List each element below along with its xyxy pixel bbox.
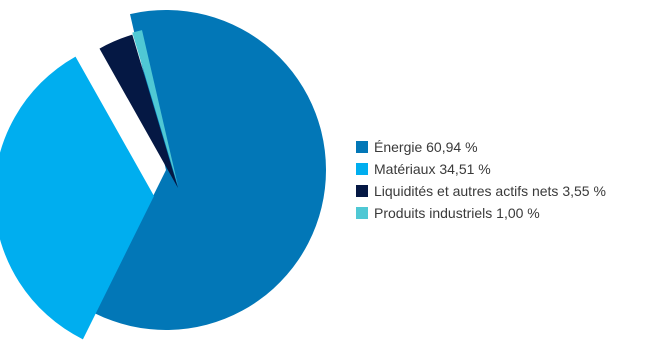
- legend-label-materiaux: Matériaux 34,51 %: [374, 161, 491, 177]
- legend-swatch-produits-industriels: [356, 207, 368, 219]
- pie-slice-liquidites: [99, 34, 178, 188]
- pie-slice-produits-industriels: [132, 30, 178, 186]
- legend-item-energie: Énergie 60,94 %: [356, 136, 606, 158]
- legend-swatch-energie: [356, 141, 368, 153]
- legend-swatch-liquidites: [356, 185, 368, 197]
- legend-item-materiaux: Matériaux 34,51 %: [356, 158, 606, 180]
- legend-item-produits-industriels: Produits industriels 1,00 %: [356, 202, 606, 224]
- legend-item-liquidites: Liquidités et autres actifs nets 3,55 %: [356, 180, 606, 202]
- pie-chart: [0, 9, 327, 340]
- chart-legend: Énergie 60,94 % Matériaux 34,51 % Liquid…: [356, 136, 606, 224]
- pie-slice-materiaux: [0, 56, 154, 340]
- legend-label-liquidites: Liquidités et autres actifs nets 3,55 %: [374, 183, 606, 199]
- legend-swatch-materiaux: [356, 163, 368, 175]
- legend-label-produits-industriels: Produits industriels 1,00 %: [374, 205, 540, 221]
- legend-label-energie: Énergie 60,94 %: [374, 139, 478, 155]
